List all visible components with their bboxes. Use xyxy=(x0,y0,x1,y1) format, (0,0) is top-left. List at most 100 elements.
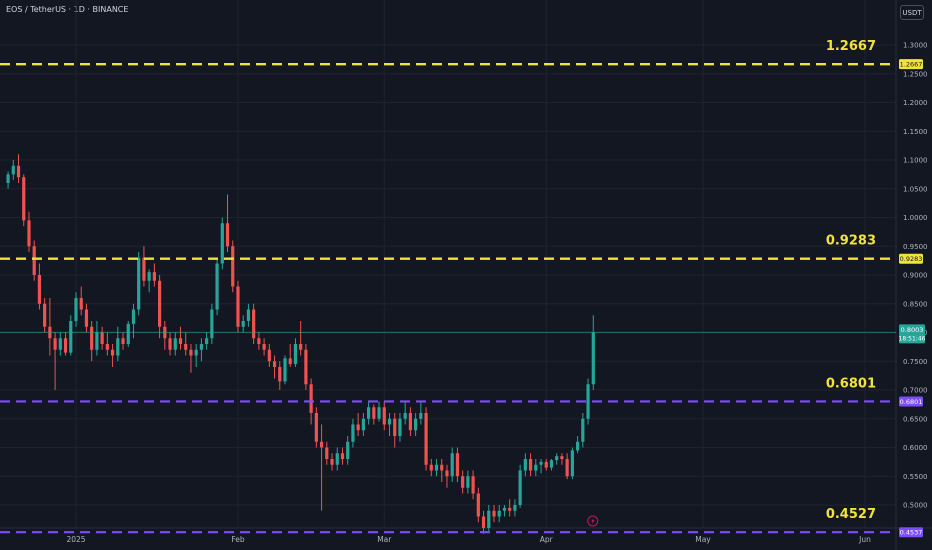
candle-body xyxy=(471,476,475,494)
price-tick-label: 0.7500 xyxy=(903,358,928,366)
price-tick-label: 0.8500 xyxy=(903,300,928,308)
candle-body xyxy=(100,332,104,344)
level-price-badge xyxy=(899,396,923,407)
symbol-title[interactable]: EOS / TetherUS · 1D · BINANCE xyxy=(6,5,129,14)
price-tick-label: 0.9000 xyxy=(903,272,928,280)
level-badge-text: 0.6801 xyxy=(900,398,923,406)
candle-body xyxy=(79,298,83,310)
price-tick-label: 1.1000 xyxy=(903,157,928,165)
price-tick-label: 0.6000 xyxy=(903,444,928,452)
time-tick-label: 2025 xyxy=(66,535,85,544)
candle-body xyxy=(419,413,423,419)
candle-body xyxy=(513,505,517,511)
candle-body xyxy=(372,407,376,419)
candle-body xyxy=(377,407,381,419)
candle-body xyxy=(393,418,397,436)
price-tick-label: 1.1500 xyxy=(903,128,928,136)
candle-body xyxy=(272,361,277,367)
candle-body xyxy=(116,338,120,356)
candle-body xyxy=(131,309,136,324)
candle-body xyxy=(351,424,355,442)
level-badge-text: 1.2667 xyxy=(900,61,923,69)
candle-body xyxy=(414,418,418,431)
price-tick-label: 1.0500 xyxy=(903,185,928,193)
price-tick-label: 0.9500 xyxy=(903,243,928,251)
candle-body xyxy=(267,349,271,362)
price-tick-label: 0.5500 xyxy=(903,473,928,481)
price-tick-label: 0.7000 xyxy=(903,387,928,395)
candle-body xyxy=(53,338,57,350)
candle-body xyxy=(487,510,491,528)
time-tick-label: May xyxy=(695,535,711,544)
candle-body xyxy=(69,321,73,353)
candle-body xyxy=(361,418,365,431)
candle-body xyxy=(299,344,303,350)
candle-body xyxy=(581,418,585,442)
candle-body xyxy=(37,275,42,304)
candle-body xyxy=(95,332,99,350)
candle-body xyxy=(319,441,324,448)
candle-body xyxy=(560,456,564,459)
candle-body xyxy=(325,447,329,459)
candle-body xyxy=(173,338,177,350)
price-tick-label: 0.6500 xyxy=(903,415,928,423)
currency-button[interactable]: USDT xyxy=(900,5,924,20)
time-tick-label: Apr xyxy=(540,535,554,544)
level-label: 0.4527 xyxy=(826,507,876,522)
time-tick-label: Feb xyxy=(231,535,245,544)
candle-body xyxy=(340,453,345,459)
candle-body xyxy=(278,367,282,382)
candle-body xyxy=(58,338,62,350)
level-label: 1.2667 xyxy=(826,39,876,54)
candle-body xyxy=(210,309,214,339)
candle-body xyxy=(110,349,115,356)
candle-body xyxy=(539,461,543,465)
candle-body xyxy=(257,338,261,344)
level-price-badge xyxy=(899,253,923,264)
candle-body xyxy=(105,344,109,350)
lightning-icon xyxy=(591,517,595,525)
candle-body xyxy=(534,464,538,471)
level-badge-text: 0.4537 xyxy=(900,529,923,537)
candle-body xyxy=(293,344,298,365)
current-price-text: 0.8003 xyxy=(901,326,924,334)
candle-body xyxy=(461,476,465,488)
horizontal-levels[interactable]: 1.2667 1.2667 0.9283 0.9283 0.6801 0.6801 0.45… xyxy=(0,39,923,538)
candle-body xyxy=(90,326,94,350)
candle-body xyxy=(576,441,580,451)
candle-body xyxy=(32,246,36,275)
candle-body xyxy=(502,507,507,511)
candle-body xyxy=(27,220,31,247)
candle-body xyxy=(450,453,454,477)
candle-body xyxy=(184,344,188,350)
candle-body xyxy=(137,257,141,310)
candle-body xyxy=(367,407,371,419)
level-label: 0.6801 xyxy=(826,376,876,391)
candles xyxy=(6,154,595,534)
candle-body xyxy=(382,407,386,425)
candle-body xyxy=(246,309,251,321)
candle-body xyxy=(565,459,569,477)
candle-body xyxy=(205,338,209,344)
candle-body xyxy=(84,309,89,327)
candle-body xyxy=(466,476,470,488)
candle-body xyxy=(549,460,554,468)
candle-body xyxy=(178,338,183,344)
candle-body xyxy=(168,338,172,350)
candle-body xyxy=(445,470,449,477)
candle-body xyxy=(424,413,428,465)
candle-body xyxy=(142,257,146,281)
price-axis[interactable]: 1.3000 1.2500 1.2000 1.1500 1.1000 1.0500 1.00… xyxy=(895,0,928,550)
candle-body xyxy=(22,177,26,221)
candle-body xyxy=(429,464,433,471)
time-axis[interactable]: 2025 Feb Mar Apr May Jun xyxy=(0,527,932,544)
candle-body xyxy=(335,453,339,465)
time-tick-label: Jun xyxy=(858,535,871,544)
candle-body xyxy=(6,174,10,183)
candle-body xyxy=(16,165,21,178)
candle-body xyxy=(121,338,125,344)
price-tick-label: 1.0000 xyxy=(903,214,928,222)
candle-body xyxy=(288,358,292,365)
candle-body xyxy=(591,332,595,385)
